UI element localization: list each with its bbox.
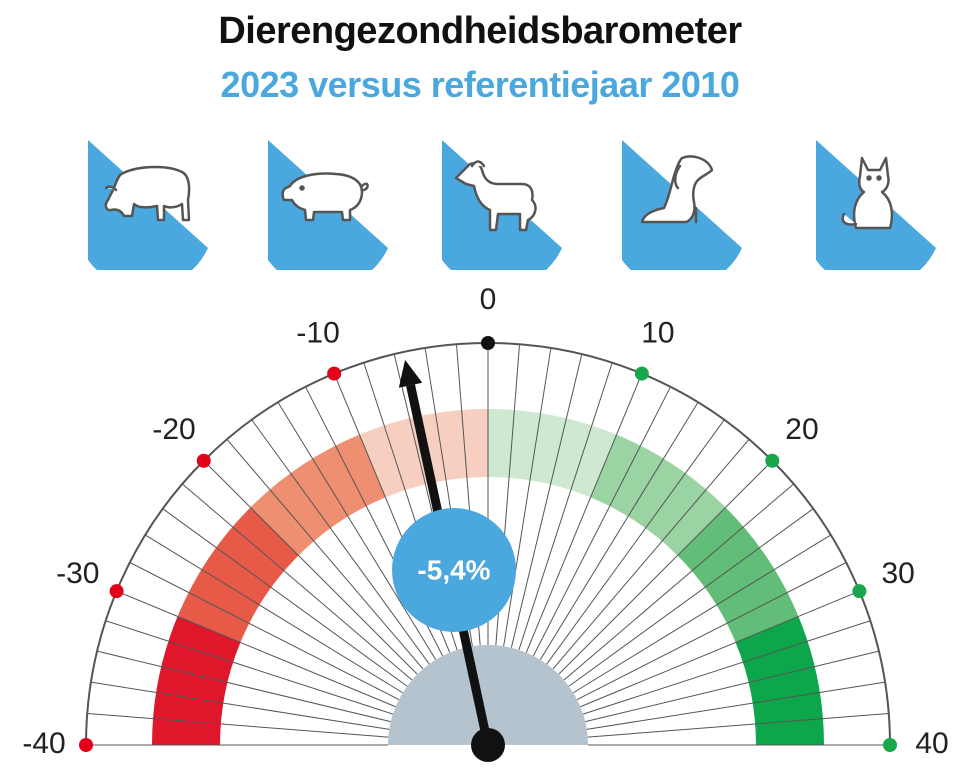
- gauge-tick: [568, 508, 814, 687]
- cow-icon: [88, 140, 208, 270]
- gauge-tick: [539, 401, 699, 660]
- gauge-tick: [552, 438, 750, 670]
- gauge-dots: [79, 336, 897, 752]
- gauge-tick: [518, 362, 613, 651]
- gauge-tick: [546, 419, 725, 665]
- tick-label: 10: [641, 317, 674, 350]
- gauge-tick: [90, 681, 390, 730]
- gauge-tick: [116, 590, 396, 708]
- gauge-tick: [576, 562, 847, 701]
- animal-icons-row: [0, 130, 960, 270]
- gauge-tick: [129, 562, 400, 701]
- gauge-dot: [109, 584, 124, 599]
- gauge-dot: [196, 453, 211, 468]
- gauge-tick: [96, 650, 391, 723]
- needle-head: [398, 359, 423, 388]
- chart-title: Dierengezondheidsbarometer: [218, 10, 742, 52]
- gauge-tick: [226, 438, 424, 670]
- gauge-band: [590, 434, 726, 556]
- gauge-tick: [582, 620, 871, 715]
- gauge-tick: [105, 620, 394, 715]
- gauge-tick: [573, 534, 832, 694]
- gauge-bands: [152, 409, 824, 745]
- tick-label: 40: [915, 727, 948, 760]
- gauge-ticks: [86, 343, 890, 746]
- tick-label: 30: [882, 557, 915, 590]
- gauge-band: [677, 507, 799, 643]
- gauge-dot: [852, 584, 867, 599]
- gauge-tick: [587, 712, 889, 738]
- pig-icon: [268, 140, 388, 270]
- gauge-tick: [203, 460, 418, 675]
- gauge-dot: [481, 336, 495, 350]
- gauge-tick: [586, 681, 886, 730]
- gauge-tick: [525, 373, 643, 653]
- gauge-tick: [585, 650, 880, 723]
- horse-icon: [442, 140, 562, 270]
- tick-label: -40: [22, 727, 65, 760]
- cat-icon: [816, 140, 936, 270]
- gauge-tick: [162, 508, 408, 687]
- gauge-hub: [388, 645, 588, 745]
- gauge-labels: -40 -30 -20 -10 0 10 20 30 40: [22, 283, 948, 760]
- tick-label: -20: [152, 413, 195, 446]
- tick-label: 20: [785, 413, 818, 446]
- gauge-tick: [532, 386, 671, 657]
- value-badge-label: -5,4%: [417, 554, 490, 585]
- gauge-band: [177, 507, 299, 643]
- gauge-dot: [634, 366, 649, 381]
- gauge-tick: [558, 460, 773, 675]
- needle-pivot: [471, 728, 505, 762]
- value-badge: [392, 508, 516, 632]
- gauge-tick: [144, 534, 403, 694]
- gauge-tick: [277, 401, 437, 660]
- tick-label: -30: [56, 557, 99, 590]
- gauge-tick: [251, 419, 430, 665]
- gauge-band: [735, 616, 824, 745]
- gauge-tick: [563, 483, 795, 681]
- gauge-tick: [503, 347, 552, 647]
- gauge-dot: [79, 738, 93, 752]
- gauge-tick: [510, 353, 583, 648]
- gauge-tick: [87, 712, 389, 738]
- gauge-band: [250, 434, 386, 556]
- tick-label: -10: [296, 317, 339, 350]
- gauge-band: [152, 616, 241, 745]
- gauge-tick: [181, 483, 413, 681]
- chart-subtitle: 2023 versus referentiejaar 2010: [220, 64, 740, 105]
- gauge-dot: [765, 453, 780, 468]
- gauge-tick: [580, 590, 860, 708]
- tick-label: 0: [480, 283, 497, 316]
- gauge-dot: [883, 738, 897, 752]
- gauge-band: [488, 409, 617, 498]
- gauge-dot: [327, 366, 342, 381]
- dog-icon: [622, 140, 742, 270]
